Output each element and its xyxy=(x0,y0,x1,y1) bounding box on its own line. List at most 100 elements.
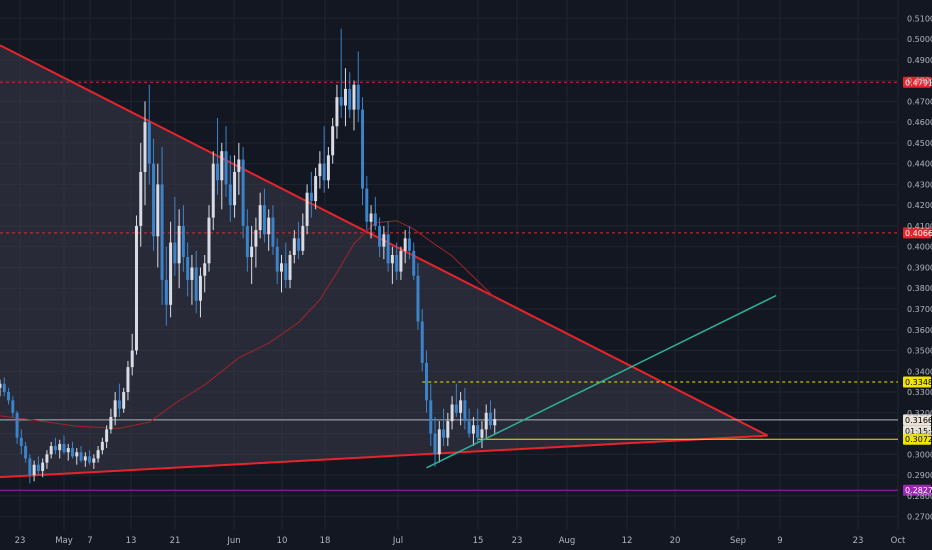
candle-down xyxy=(378,225,382,247)
price-axis[interactable]: 0.27000 0.28000 0.29000 0.30000 0.31000 0.320… xyxy=(907,14,932,521)
y-tick-label: 0.38000 xyxy=(907,284,932,293)
candle-down xyxy=(420,321,424,363)
candle-down xyxy=(284,263,288,280)
x-tick-label: Sep xyxy=(730,536,746,546)
y-tick-label: 0.40000 xyxy=(907,243,932,252)
candle-down xyxy=(164,279,168,305)
candle-down xyxy=(241,159,245,226)
candle-up xyxy=(92,458,96,463)
candle-down xyxy=(147,122,151,164)
candle-up xyxy=(314,176,318,202)
y-tick-label: 0.46000 xyxy=(907,118,932,127)
y-tick-label: 0.49000 xyxy=(907,56,932,65)
candle-up xyxy=(83,456,87,461)
candle-down xyxy=(224,151,228,185)
y-tick-label: 0.27000 xyxy=(907,513,932,522)
candle-up xyxy=(41,462,45,471)
candle-down xyxy=(186,257,190,280)
candle-down xyxy=(442,429,446,438)
x-tick-label: 18 xyxy=(320,536,331,546)
candle-down xyxy=(373,213,377,226)
candle-up xyxy=(267,217,271,235)
price-tag-background xyxy=(903,76,931,88)
triangle-lower-edge xyxy=(0,434,768,479)
candle-up xyxy=(0,383,2,388)
candle-up xyxy=(105,429,109,442)
candle-up xyxy=(399,250,403,272)
candle-up xyxy=(279,263,283,272)
candle-up xyxy=(343,88,347,106)
countdown-tag-background xyxy=(903,425,931,437)
x-tick-label: 23 xyxy=(853,536,864,546)
candle-up xyxy=(134,225,138,351)
x-tick-label: 13 xyxy=(126,536,137,546)
candle-up xyxy=(143,122,147,172)
price-tag-label: 0.30727 xyxy=(905,435,932,444)
candle-up xyxy=(292,238,296,256)
candle-down xyxy=(463,400,467,422)
candle-down xyxy=(2,383,6,393)
candle-up xyxy=(75,452,79,457)
price-tag-label: 0.40667 xyxy=(905,229,932,238)
candle-down xyxy=(467,421,471,434)
candle-up xyxy=(211,163,215,218)
price-tag-label: 0.33483 xyxy=(905,378,932,387)
price-tag-label: 0.47919 xyxy=(905,78,932,87)
y-tick-label: 0.32000 xyxy=(907,409,932,418)
candle-down xyxy=(216,163,220,181)
price-tag-background xyxy=(903,433,931,445)
candle-down xyxy=(309,192,313,202)
candle-down xyxy=(88,456,92,463)
price-tag-background xyxy=(903,227,931,239)
candle-up xyxy=(369,213,373,222)
y-tick-label: 0.51000 xyxy=(907,14,932,23)
x-tick-label: 7 xyxy=(87,536,92,546)
candle-up xyxy=(190,267,194,280)
candle-up xyxy=(318,163,322,177)
candle-up xyxy=(177,225,181,264)
candle-up xyxy=(122,392,126,409)
time-axis[interactable]: 23 May 7 13 21 Jun 10 18 Jul 15 23 Aug 12 20 Sep 9 23 Oct xyxy=(15,536,906,546)
y-tick-label: 0.39000 xyxy=(907,263,932,272)
y-tick-label: 0.35000 xyxy=(907,347,932,356)
candle-down xyxy=(429,400,433,434)
x-tick-label: Jun xyxy=(226,536,240,546)
candle-up xyxy=(446,421,450,438)
candle-down xyxy=(271,217,275,247)
candle-down xyxy=(412,250,416,276)
candle-down xyxy=(476,425,480,438)
x-tick-label: 23 xyxy=(15,536,26,546)
candle-down xyxy=(228,184,232,206)
candle-up xyxy=(480,429,484,438)
x-tick-label: Oct xyxy=(891,536,906,546)
y-tick-label: 0.28000 xyxy=(907,492,932,501)
y-tick-label: 0.34000 xyxy=(907,367,932,376)
candle-up xyxy=(254,230,258,247)
candle-up xyxy=(113,400,117,417)
x-tick-label: Jul xyxy=(392,536,403,546)
candle-up xyxy=(100,441,104,451)
candle-up xyxy=(305,192,309,226)
price-tag-label: 0.28272 xyxy=(905,486,932,495)
moving-average xyxy=(0,220,496,429)
candlesticks xyxy=(0,28,497,484)
countdown-label: 01:15:08 xyxy=(905,427,932,436)
y-tick-label: 0.42000 xyxy=(907,201,932,210)
candle-up xyxy=(459,400,463,413)
candle-down xyxy=(297,238,301,251)
y-tick-label: 0.41000 xyxy=(907,222,932,231)
candle-up xyxy=(403,238,407,251)
candle-up xyxy=(203,263,207,276)
y-tick-label: 0.33000 xyxy=(907,388,932,397)
horizontal-levels: 0.479190.406670.334830.3166101:15:080.30… xyxy=(0,76,932,496)
y-tick-label: 0.36000 xyxy=(907,326,932,335)
support-trendline xyxy=(426,294,777,469)
moving-average-line xyxy=(0,220,496,429)
candle-down xyxy=(181,225,185,258)
candle-down xyxy=(433,433,437,455)
x-tick-label: May xyxy=(55,536,73,546)
candle-up xyxy=(484,412,488,430)
y-tick-label: 0.48000 xyxy=(907,77,932,86)
